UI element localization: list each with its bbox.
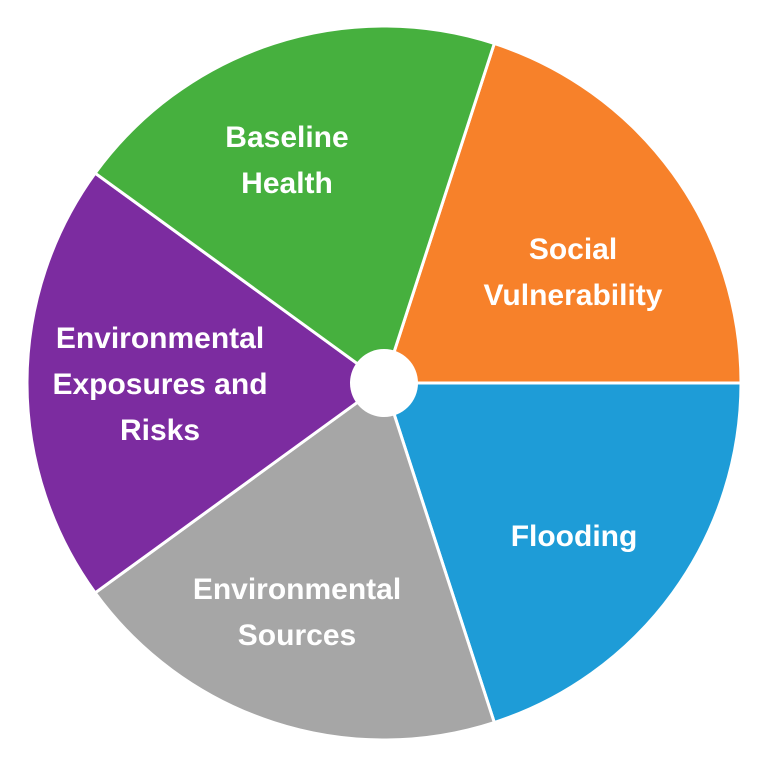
segment-label-line: Environmental — [56, 322, 264, 355]
segments-layer — [25, 24, 743, 742]
segment-label-line: Health — [241, 167, 333, 200]
segment-label-environmental-exposures-and-risks: Environmental Exposures and Risks — [52, 322, 267, 447]
segment-label-line: Social — [529, 233, 617, 266]
segment-label-line: Sources — [238, 619, 356, 652]
segment-label-line: Vulnerability — [484, 279, 663, 312]
segment-label-line: Risks — [120, 414, 200, 447]
segment-label-line: Environmental — [193, 573, 401, 606]
segment-label-line: Baseline — [225, 121, 348, 154]
labels-layer: Social Vulnerability Flooding Environmental… — [52, 121, 662, 652]
segment-label-line: Flooding — [511, 520, 638, 553]
segment-environmental-exposures-and-risks — [25, 171, 386, 595]
segment-label-line: Exposures and — [52, 368, 267, 401]
segment-social-vulnerability — [382, 41, 743, 385]
segment-label-environmental-sources: Environmental Sources — [193, 573, 401, 652]
segment-label-baseline-health: Baseline Health — [225, 121, 348, 200]
segment-environmental-sources — [93, 381, 496, 742]
segment-flooding — [382, 381, 743, 725]
segment-label-social-vulnerability: Social Vulnerability — [484, 233, 663, 312]
center-hub — [350, 349, 418, 417]
segment-label-flooding: Flooding — [511, 520, 638, 553]
segment-baseline-health — [93, 24, 496, 385]
